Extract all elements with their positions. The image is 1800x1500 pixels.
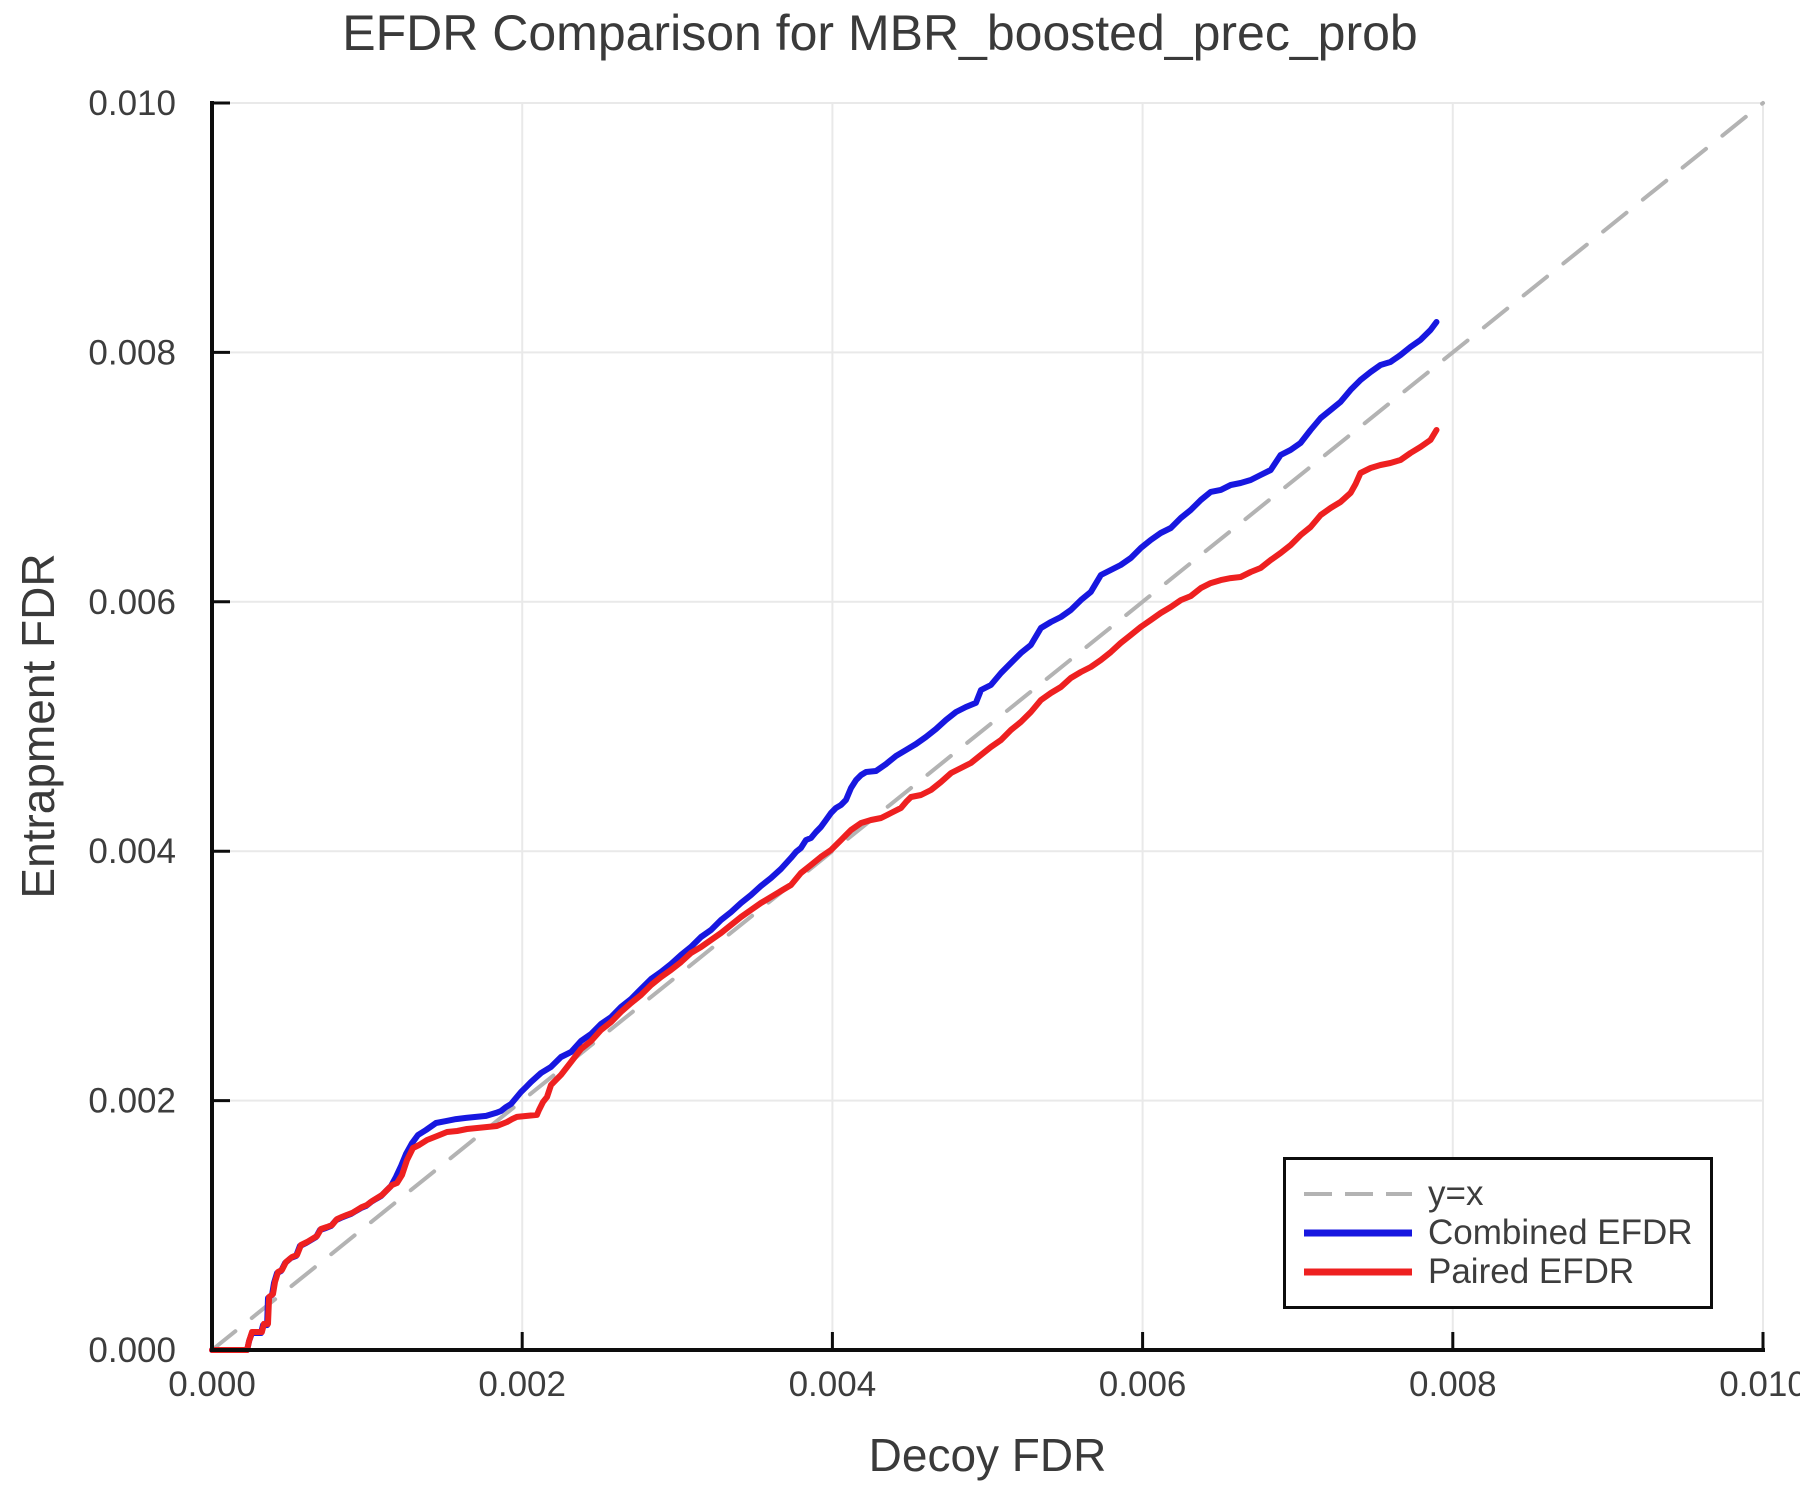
dashed-line-swatch [1304,1192,1412,1196]
legend-label: y=x [1428,1174,1484,1213]
y-tick-label: 0.010 [88,84,176,123]
chart-title: EFDR Comparison for MBR_boosted_prec_pro… [342,5,1418,61]
x-tick-label: 0.008 [1409,1365,1497,1404]
combined-efdr-line [209,319,1440,1353]
legend-item-y-x: y=x [1302,1174,1710,1213]
y-axis-label: Entrapment FDR [12,553,64,899]
legend-label: Combined EFDR [1428,1213,1693,1252]
paired-efdr-line [209,427,1440,1353]
legend-item-paired-efdr: Paired EFDR [1302,1252,1710,1291]
y-tick-label: 0.004 [88,832,176,871]
x-tick-label: 0.006 [1099,1365,1187,1404]
y-tick-label: 0.008 [88,333,176,372]
x-tick-label: 0.004 [789,1365,877,1404]
legend-item-combined-efdr: Combined EFDR [1302,1213,1710,1252]
y-tick-label: 0.006 [88,583,176,622]
y-tick-label: 0.002 [88,1082,176,1121]
line-swatch [1304,1268,1412,1276]
legend-label: Paired EFDR [1428,1252,1635,1291]
x-tick-label: 0.010 [1719,1365,1800,1404]
y-equals-x-line [210,101,1765,1352]
line-swatch [1304,1229,1412,1237]
legend: y=x Combined EFDR Paired EFDR [1283,1157,1713,1309]
y-tick-label: 0.000 [88,1331,176,1370]
x-axis-label: Decoy FDR [868,1429,1107,1481]
x-tick-label: 0.002 [478,1365,566,1404]
x-tick-label: 0.000 [168,1365,256,1404]
